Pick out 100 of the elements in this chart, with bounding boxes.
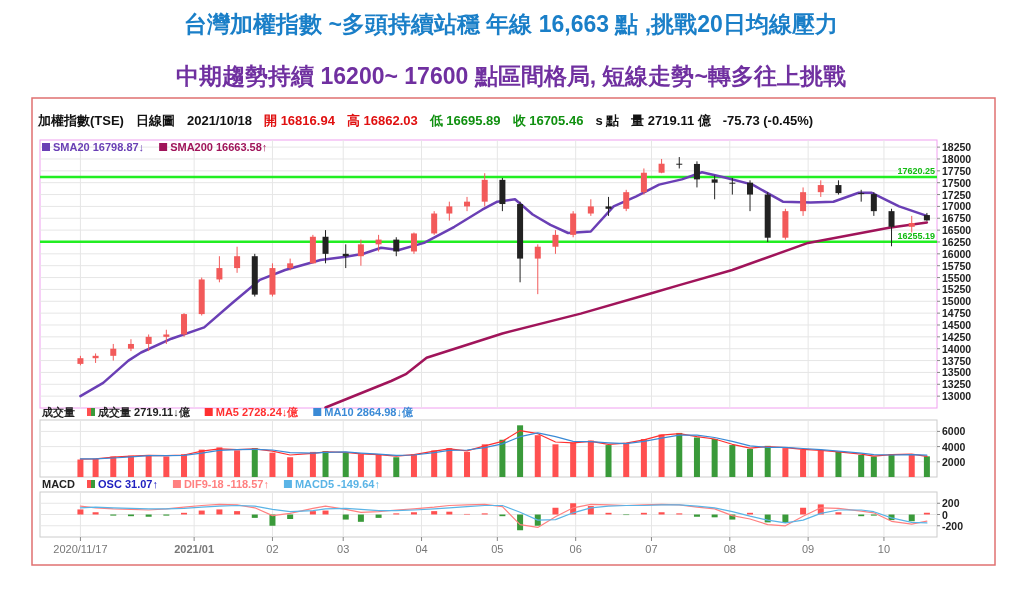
bar	[410, 512, 417, 515]
text: 高 16862.03	[346, 113, 418, 128]
bar	[322, 510, 329, 515]
bar	[835, 512, 842, 515]
candlestick	[322, 229, 329, 264]
bar	[764, 445, 771, 477]
bar	[640, 439, 647, 477]
text: -75.73 (-0.45%)	[722, 113, 814, 128]
y-tick-label: 6000	[942, 425, 966, 438]
y-tick-label: 4000	[942, 440, 966, 453]
y-tick-label: 18000	[942, 152, 972, 165]
chart-subtitle: 中期趨勢持續 16200~ 17600 點區間格局, 短線走勢~轉多往上挑戰	[176, 63, 846, 89]
candlestick	[640, 167, 647, 196]
x-tick-label: 03	[337, 543, 350, 555]
candlestick	[481, 172, 488, 207]
bar	[858, 454, 865, 477]
bar	[658, 434, 665, 477]
bar	[729, 445, 736, 477]
bar	[431, 450, 438, 477]
bar	[127, 455, 134, 477]
chart-title: 台灣加權指數 ~多頭持續站穩 年線 16,663 點 ,挑戰20日均線壓力	[184, 11, 838, 37]
x-tick-label: 04	[415, 543, 428, 555]
bar	[693, 437, 700, 477]
candlestick	[870, 191, 877, 217]
candlestick	[676, 156, 683, 169]
legend-label: MA10 2864.98↓億	[324, 406, 414, 418]
bar	[481, 444, 488, 477]
candlestick	[747, 179, 754, 212]
candlestick	[888, 208, 895, 247]
bar	[835, 451, 842, 477]
y-tick-label: -200	[942, 519, 964, 532]
x-tick-label: 2021/01	[174, 543, 215, 555]
candlestick	[729, 177, 736, 196]
bar	[552, 507, 559, 515]
candlestick	[570, 210, 577, 238]
bar	[534, 435, 541, 477]
bar	[342, 514, 349, 520]
y-tick-label: 17500	[942, 176, 972, 189]
y-tick-label: 16250	[942, 235, 972, 248]
bar	[322, 451, 329, 477]
candlestick	[552, 229, 559, 255]
y-tick-label: 13750	[942, 354, 972, 367]
candlestick	[446, 201, 453, 222]
text: 低 16695.89	[428, 113, 501, 128]
y-tick-label: 17000	[942, 200, 972, 213]
candlestick	[800, 186, 807, 217]
y-tick-label: 15000	[942, 295, 972, 308]
bar	[623, 442, 630, 477]
bar	[747, 448, 754, 477]
y-tick-label: 15500	[942, 271, 972, 284]
bar	[446, 448, 453, 477]
y-tick-label: 14500	[942, 318, 972, 331]
candlestick	[181, 312, 188, 338]
bar	[251, 514, 258, 518]
bar	[711, 439, 718, 477]
bar	[431, 511, 438, 515]
bar	[517, 425, 524, 477]
text: 加權指數(TSE)	[37, 113, 124, 128]
y-tick-label: 14250	[942, 330, 972, 343]
bar	[92, 512, 99, 515]
y-tick-label: 0	[942, 508, 948, 521]
legend-label: SMA20 16798.87↓	[53, 141, 145, 153]
bar	[163, 456, 170, 477]
text: 開 16816.94	[264, 113, 336, 128]
bar	[375, 514, 382, 518]
candlestick	[410, 232, 417, 255]
y-tick-label: 17750	[942, 164, 972, 177]
bar	[923, 456, 930, 477]
bar	[605, 445, 612, 477]
candlestick	[393, 236, 400, 257]
x-tick-label: 07	[645, 543, 658, 555]
x-tick-label: 06	[569, 543, 582, 555]
bar	[587, 440, 594, 477]
bar	[357, 454, 364, 477]
candlestick	[693, 160, 700, 188]
candlestick	[127, 338, 134, 352]
legend-label: DIF9-18 -118.57↑	[183, 478, 269, 490]
bar	[870, 456, 877, 477]
bar	[817, 450, 824, 477]
x-tick-label: 09	[802, 543, 815, 555]
bar	[181, 454, 188, 477]
text: 2021/10/18	[186, 113, 253, 128]
y-tick-label: 13500	[942, 366, 972, 379]
bar	[800, 507, 807, 515]
bar	[92, 458, 99, 477]
y-tick-label: 18250	[942, 141, 972, 154]
bar	[77, 509, 84, 515]
x-tick-label: 02	[266, 543, 279, 555]
y-tick-label: 13000	[942, 390, 972, 403]
ref-line-label: 16255.19	[897, 230, 935, 241]
bar	[287, 457, 294, 477]
bar	[410, 454, 417, 477]
y-tick-label: 14000	[942, 342, 972, 355]
bar	[269, 452, 276, 477]
legend-label: MACD5 -149.64↑	[294, 478, 380, 490]
text: 收 16705.46	[512, 113, 584, 128]
chart-title: MACD	[42, 478, 76, 490]
bar	[198, 510, 205, 515]
legend-label: SMA200 16663.58↑	[170, 141, 268, 153]
candlestick	[623, 189, 630, 212]
